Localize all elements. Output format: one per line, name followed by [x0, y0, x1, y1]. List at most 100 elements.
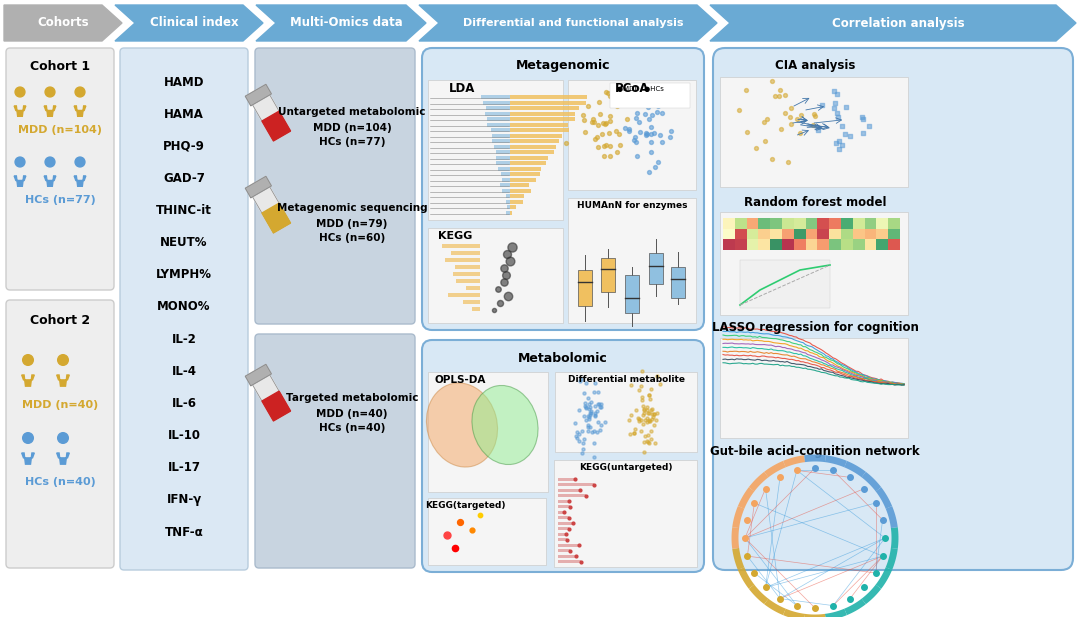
Point: [635, 401, 652, 411]
Point: [573, 448, 591, 458]
Point: [777, 89, 794, 99]
Bar: [510, 117, 575, 121]
Point: [777, 107, 794, 117]
Point: [630, 413, 647, 423]
Point: [557, 138, 575, 147]
Point: [638, 405, 656, 415]
Bar: [554, 460, 697, 567]
Point: [609, 101, 626, 111]
Text: KEGG(untargeted): KEGG(untargeted): [579, 463, 673, 473]
Point: [584, 114, 602, 124]
Point: [640, 167, 658, 177]
Point: [586, 408, 604, 418]
Bar: [510, 101, 585, 104]
Point: [592, 399, 609, 409]
Point: [651, 379, 669, 389]
Point: [640, 391, 658, 400]
Point: [635, 447, 652, 457]
Point: [639, 408, 657, 418]
Point: [649, 157, 666, 167]
Point: [854, 128, 872, 138]
Point: [586, 410, 604, 420]
Point: [772, 125, 789, 135]
Point: [792, 128, 809, 138]
Bar: [558, 521, 572, 524]
Point: [838, 102, 855, 112]
Bar: [558, 500, 569, 502]
Point: [497, 270, 514, 280]
Bar: [558, 478, 575, 481]
Text: Metagenomic sequencing: Metagenomic sequencing: [276, 203, 428, 213]
Point: [599, 88, 617, 97]
Point: [648, 408, 665, 418]
Point: [589, 407, 606, 416]
Point: [631, 415, 648, 424]
Point: [633, 366, 650, 376]
Text: PHQ-9: PHQ-9: [163, 140, 205, 153]
Text: LDA: LDA: [449, 81, 475, 94]
Text: Targeted metabolomic: Targeted metabolomic: [286, 393, 418, 403]
Ellipse shape: [472, 386, 538, 465]
Point: [643, 130, 660, 139]
Point: [577, 398, 594, 408]
Point: [624, 99, 642, 109]
Point: [598, 141, 616, 151]
Point: [730, 105, 747, 115]
Point: [649, 107, 666, 117]
Text: TNF-α: TNF-α: [164, 526, 203, 539]
Bar: [578, 270, 592, 307]
Point: [581, 421, 598, 431]
FancyBboxPatch shape: [6, 48, 114, 290]
Point: [643, 426, 660, 436]
Point: [827, 138, 845, 147]
Point: [854, 114, 872, 123]
Point: [575, 110, 592, 120]
Point: [625, 429, 643, 439]
Point: [564, 518, 581, 528]
Polygon shape: [57, 453, 69, 464]
Polygon shape: [262, 391, 291, 421]
Text: Gut-bile acid-cognition network: Gut-bile acid-cognition network: [711, 445, 920, 458]
Bar: [442, 244, 480, 248]
Point: [582, 406, 599, 416]
Point: [653, 136, 671, 146]
Text: HAMD: HAMD: [164, 75, 204, 88]
Bar: [453, 272, 480, 276]
Bar: [456, 265, 480, 269]
Bar: [445, 258, 480, 262]
Text: THINC-it: THINC-it: [157, 204, 212, 217]
Point: [636, 109, 653, 119]
Circle shape: [76, 87, 85, 97]
Point: [586, 411, 604, 421]
FancyBboxPatch shape: [6, 300, 114, 568]
Text: KEGG(targeted): KEGG(targeted): [424, 502, 505, 510]
Point: [586, 378, 604, 387]
FancyBboxPatch shape: [422, 340, 704, 572]
Text: MDD (n=104): MDD (n=104): [18, 125, 102, 135]
Point: [657, 98, 674, 108]
Point: [646, 128, 663, 138]
Bar: [510, 210, 512, 215]
Bar: [510, 167, 541, 170]
Bar: [492, 139, 510, 143]
Point: [579, 423, 596, 433]
Polygon shape: [245, 176, 271, 197]
Point: [580, 414, 597, 424]
Point: [581, 412, 598, 422]
Circle shape: [15, 87, 25, 97]
Point: [573, 426, 591, 436]
Point: [582, 397, 599, 407]
Point: [646, 408, 663, 418]
Bar: [505, 199, 510, 204]
Text: IL-4: IL-4: [172, 365, 197, 378]
Point: [635, 408, 652, 418]
Point: [602, 91, 619, 101]
Bar: [428, 372, 548, 492]
Ellipse shape: [427, 383, 498, 467]
Bar: [558, 489, 580, 492]
Bar: [510, 112, 575, 115]
Point: [638, 129, 656, 139]
FancyBboxPatch shape: [713, 48, 1074, 570]
Point: [631, 416, 648, 426]
Bar: [495, 144, 510, 149]
